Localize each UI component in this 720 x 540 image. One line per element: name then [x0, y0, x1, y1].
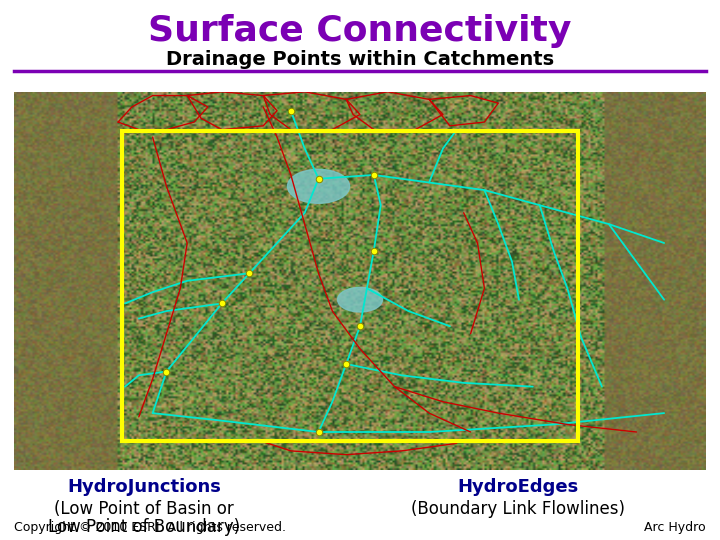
Text: Copyright © 2010 ESRI. All rights reserved.: Copyright © 2010 ESRI. All rights reserv… — [14, 521, 287, 534]
Ellipse shape — [338, 287, 382, 312]
Point — [285, 106, 297, 115]
Point — [216, 299, 228, 308]
Bar — [122, 131, 577, 442]
Text: Low Point of Boundary): Low Point of Boundary) — [48, 518, 240, 536]
Point — [341, 360, 352, 368]
Text: HydroEdges: HydroEdges — [458, 478, 579, 496]
Text: Drainage Points within Catchments: Drainage Points within Catchments — [166, 50, 554, 69]
Point — [243, 269, 255, 278]
Text: (Low Point of Basin or: (Low Point of Basin or — [54, 500, 234, 517]
Point — [368, 246, 379, 255]
Point — [161, 367, 172, 376]
Point — [312, 174, 324, 183]
Point — [312, 428, 324, 436]
Text: Arc Hydro: Arc Hydro — [644, 521, 706, 534]
Text: Surface Connectivity: Surface Connectivity — [148, 14, 572, 48]
Point — [368, 171, 379, 179]
Ellipse shape — [287, 170, 350, 203]
Point — [354, 322, 366, 330]
Text: HydroJunctions: HydroJunctions — [67, 478, 221, 496]
Text: (Boundary Link Flowlines): (Boundary Link Flowlines) — [411, 500, 626, 517]
